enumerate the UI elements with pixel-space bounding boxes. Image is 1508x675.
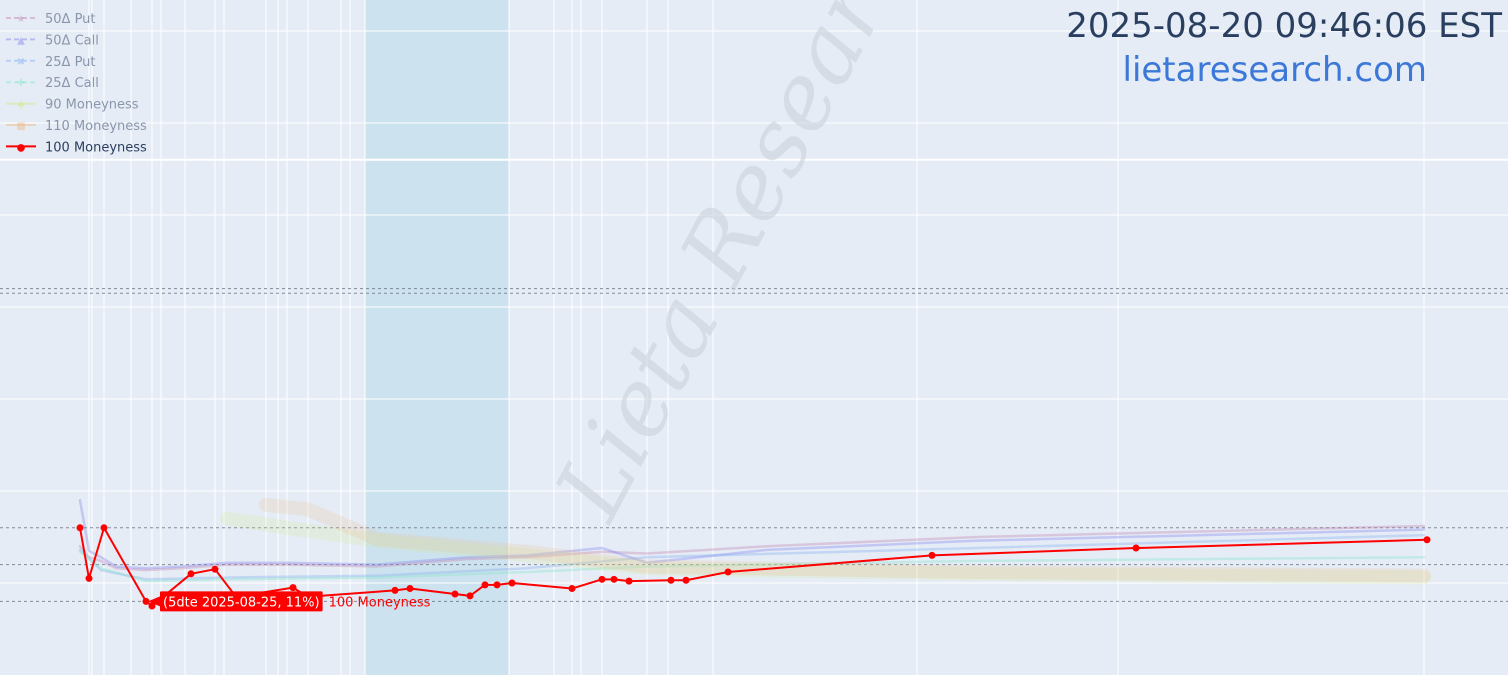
- legend[interactable]: ★ 50Δ Put ▲ 50Δ Call ✖ 25Δ Put ✚ 25Δ Call ◆ 90 Mo…: [6, 12, 147, 155]
- series-point-100-moneyness: [625, 577, 633, 585]
- hover-tooltip-series-name: 100 Moneyness: [329, 595, 431, 610]
- series-line-25delta-put: [78, 533, 1426, 581]
- series-point-100-moneyness: [481, 581, 489, 589]
- legend-label: 90 Moneyness: [45, 98, 139, 113]
- legend-marker: ●: [17, 142, 26, 153]
- series-point-100-moneyness: [493, 581, 501, 589]
- legend-label: 100 Moneyness: [45, 140, 147, 155]
- series-line-50delta-put: [78, 524, 1426, 572]
- legend-marker: ◆: [17, 100, 25, 111]
- legend-item[interactable]: ◆ 90 Moneyness: [6, 98, 139, 113]
- series-point-100-moneyness: [724, 568, 732, 576]
- legend-item[interactable]: ■ 110 Moneyness: [6, 119, 147, 134]
- hover-tooltip: (5dte 2025-08-25, 11%) 100 Moneyness: [148, 591, 431, 612]
- legend-label: 110 Moneyness: [45, 119, 147, 134]
- reference-lines-layer: [0, 288, 1508, 602]
- series-point-100-moneyness: [391, 586, 399, 594]
- series-point-100-moneyness: [211, 565, 219, 573]
- timestamp-label: 2025-08-20 09:46:06 EST: [1066, 6, 1502, 46]
- legend-item[interactable]: ✚ 25Δ Call: [6, 76, 99, 91]
- legend-label: 50Δ Put: [45, 12, 96, 27]
- legend-item[interactable]: ✖ 25Δ Put: [6, 55, 96, 70]
- highlight-band: [365, 0, 509, 675]
- legend-item[interactable]: ● 100 Moneyness: [6, 140, 147, 155]
- series-point-100-moneyness: [598, 575, 606, 583]
- series-point-100-moneyness: [610, 575, 618, 583]
- series-point-100-moneyness: [406, 585, 414, 593]
- legend-marker: ■: [16, 121, 25, 132]
- series-point-100-moneyness: [148, 602, 156, 610]
- legend-marker: ★: [17, 14, 26, 25]
- series-point-100-moneyness: [187, 570, 195, 578]
- legend-marker: ✖: [17, 57, 25, 68]
- legend-label: 50Δ Call: [45, 33, 99, 48]
- series-line-110-moneyness: [259, 497, 1431, 583]
- series-point-100-moneyness: [100, 524, 108, 532]
- series-point-100-moneyness: [85, 574, 93, 582]
- series-point-100-moneyness: [142, 597, 150, 605]
- site-label[interactable]: lietaresearch.com: [1123, 50, 1428, 90]
- series-line-50delta-call: [78, 498, 1426, 570]
- series-point-100-moneyness: [508, 579, 516, 587]
- watermark: Lieta Research: [534, 0, 959, 537]
- legend-label: 25Δ Put: [45, 55, 96, 70]
- series-point-100-moneyness: [667, 576, 675, 584]
- hover-tooltip-box: [160, 591, 323, 612]
- hover-tooltip-arrow: [148, 596, 160, 607]
- series-point-100-moneyness: [928, 551, 936, 559]
- highlight-band-layer: [365, 0, 509, 675]
- series-point-100-moneyness: [466, 592, 474, 600]
- legend-marker: ▲: [17, 35, 25, 46]
- legend-marker: ✚: [17, 78, 25, 89]
- series-point-100-moneyness: [1423, 536, 1431, 544]
- series-point-100-moneyness: [682, 576, 690, 584]
- series-point-100-moneyness: [76, 524, 84, 532]
- legend-item[interactable]: ▲ 50Δ Call: [6, 33, 99, 48]
- series-line-90-moneyness: [220, 511, 1431, 585]
- hover-tooltip-text: (5dte 2025-08-25, 11%): [163, 595, 320, 610]
- legend-item[interactable]: ★ 50Δ Put: [6, 12, 96, 27]
- series-line-25delta-call: [78, 550, 1426, 583]
- series-point-100-moneyness: [451, 590, 459, 598]
- series-point-100-moneyness: [1132, 544, 1140, 552]
- series-point-100-moneyness: [568, 585, 576, 593]
- legend-label: 25Δ Call: [45, 76, 99, 91]
- series-point-100-moneyness: [289, 584, 297, 592]
